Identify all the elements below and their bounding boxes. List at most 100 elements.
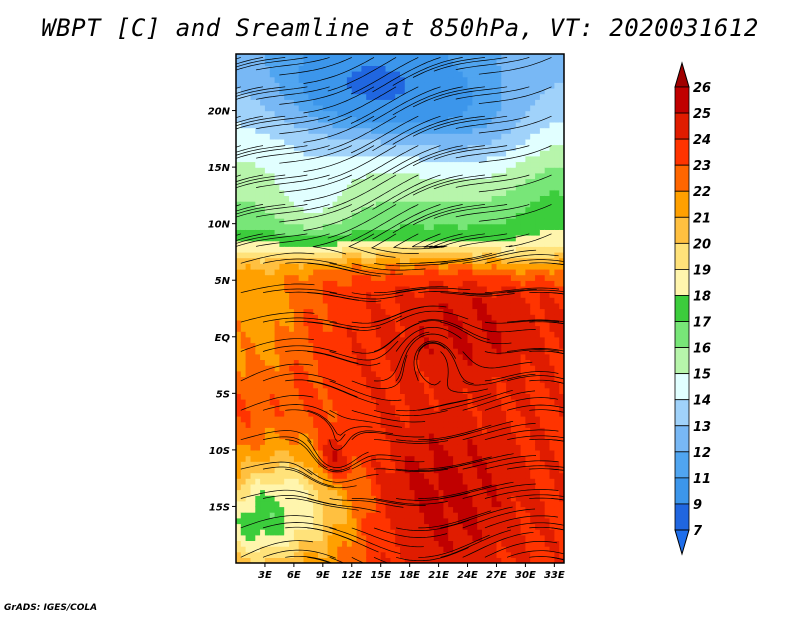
field-cell bbox=[284, 138, 290, 146]
field-cell bbox=[491, 382, 497, 389]
field-cell bbox=[318, 495, 324, 502]
field-cell bbox=[366, 201, 372, 208]
field-cell bbox=[395, 285, 401, 293]
field-cell bbox=[279, 461, 285, 468]
field-cell bbox=[424, 212, 430, 219]
field-cell bbox=[250, 506, 256, 513]
field-cell bbox=[332, 551, 338, 558]
field-cell bbox=[453, 376, 459, 383]
field-cell bbox=[293, 121, 300, 129]
field-cell bbox=[303, 557, 309, 563]
field-cell bbox=[482, 432, 488, 440]
field-cell bbox=[260, 189, 266, 196]
field-cell bbox=[414, 65, 420, 72]
field-cell bbox=[486, 370, 493, 377]
field-cell bbox=[269, 263, 276, 270]
field-cell bbox=[419, 138, 425, 146]
field-cell bbox=[298, 517, 305, 525]
field-cell bbox=[462, 540, 469, 547]
field-cell bbox=[351, 138, 358, 146]
field-cell bbox=[313, 167, 319, 174]
field-cell bbox=[424, 359, 430, 366]
field-cell bbox=[298, 483, 305, 491]
field-cell bbox=[395, 455, 401, 462]
field-cell bbox=[255, 376, 261, 383]
field-cell bbox=[433, 472, 440, 479]
field-cell bbox=[255, 251, 261, 259]
field-cell bbox=[274, 144, 280, 151]
field-cell bbox=[467, 133, 473, 140]
field-cell bbox=[433, 551, 440, 558]
field-cell bbox=[356, 240, 362, 247]
field-cell bbox=[322, 274, 329, 281]
field-cell bbox=[236, 280, 242, 287]
field-cell bbox=[313, 376, 319, 383]
field-cell bbox=[428, 393, 435, 400]
field-cell bbox=[269, 319, 276, 327]
field-cell bbox=[250, 551, 256, 558]
field-cell bbox=[250, 557, 256, 563]
field-cell bbox=[332, 461, 338, 468]
field-cell bbox=[477, 76, 483, 83]
field-cell bbox=[375, 359, 382, 366]
field-cell bbox=[419, 455, 425, 462]
field-cell bbox=[293, 195, 300, 202]
field-cell bbox=[501, 540, 507, 547]
field-cell bbox=[409, 223, 415, 230]
field-cell bbox=[457, 370, 464, 377]
field-cell bbox=[443, 376, 449, 383]
field-cell bbox=[264, 201, 271, 208]
field-cell bbox=[274, 348, 280, 355]
field-cell bbox=[240, 466, 247, 474]
field-cell bbox=[342, 438, 348, 445]
field-cell bbox=[482, 319, 488, 327]
field-cell bbox=[477, 483, 483, 491]
field-cell bbox=[404, 144, 411, 151]
field-cell bbox=[337, 404, 343, 411]
field-cell bbox=[419, 263, 425, 270]
field-cell bbox=[308, 178, 314, 185]
field-cell bbox=[424, 348, 430, 355]
field-cell bbox=[438, 523, 444, 530]
field-cell bbox=[245, 263, 251, 270]
field-cell bbox=[491, 297, 497, 304]
field-cell bbox=[385, 59, 391, 66]
field-cell bbox=[467, 365, 473, 372]
field-cell bbox=[332, 438, 338, 445]
field-cell bbox=[269, 523, 276, 530]
field-cell bbox=[298, 155, 305, 163]
field-cell bbox=[375, 161, 382, 168]
field-cell bbox=[496, 540, 502, 547]
field-cell bbox=[274, 314, 280, 321]
field-cell bbox=[346, 246, 353, 253]
field-cell bbox=[424, 331, 430, 338]
field-cell bbox=[245, 178, 251, 185]
field-cell bbox=[438, 359, 444, 366]
field-cell bbox=[404, 172, 411, 180]
field-cell bbox=[419, 348, 425, 355]
field-cell bbox=[289, 404, 295, 411]
field-cell bbox=[395, 110, 401, 117]
field-cell bbox=[477, 144, 483, 151]
field-cell bbox=[342, 523, 348, 530]
field-cell bbox=[298, 546, 305, 553]
field-cell bbox=[260, 353, 266, 360]
field-cell bbox=[245, 444, 251, 451]
field-cell bbox=[409, 206, 415, 213]
field-cell bbox=[390, 461, 396, 468]
field-cell bbox=[356, 71, 362, 78]
field-cell bbox=[462, 438, 469, 445]
field-cell bbox=[482, 331, 488, 338]
field-cell bbox=[467, 353, 473, 360]
field-cell bbox=[351, 410, 358, 417]
field-cell bbox=[457, 478, 464, 485]
field-cell bbox=[351, 133, 358, 140]
field-cell bbox=[472, 399, 478, 406]
field-cell bbox=[482, 189, 488, 196]
field-cell bbox=[457, 195, 464, 202]
field-cell bbox=[448, 251, 454, 259]
field-cell bbox=[346, 110, 353, 117]
field-cell bbox=[346, 240, 353, 247]
field-cell bbox=[433, 104, 440, 112]
field-cell bbox=[457, 506, 464, 513]
